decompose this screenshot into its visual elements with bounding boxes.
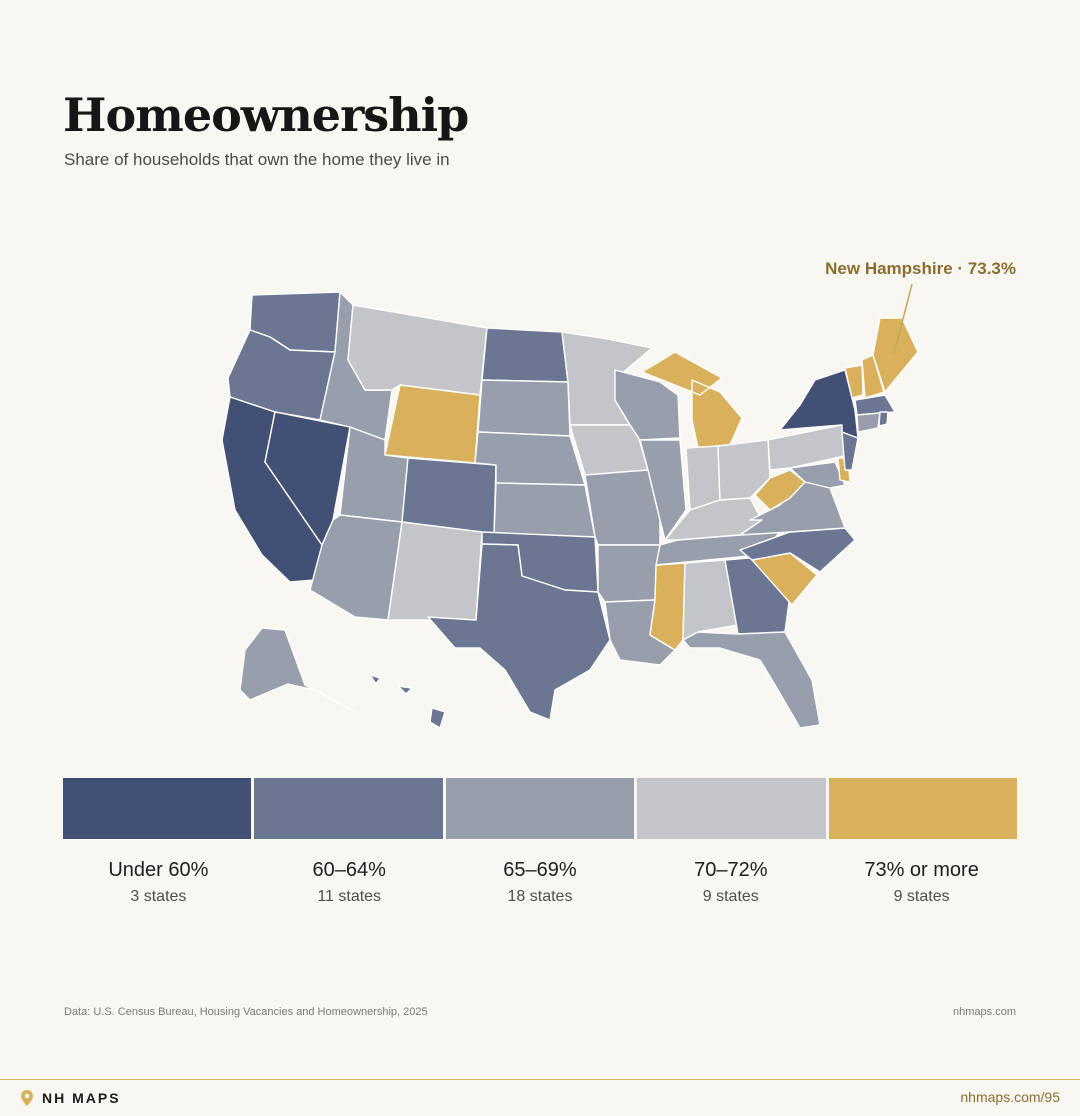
legend-range: Under 60% <box>108 859 209 881</box>
state-NH[interactable] <box>861 354 885 399</box>
state-MS[interactable] <box>649 562 686 651</box>
page-subtitle: Share of households that own the home th… <box>64 150 450 169</box>
state-HI[interactable] <box>369 674 446 729</box>
legend-range: 70–72% <box>694 859 768 881</box>
footer-url[interactable]: nhmaps.com/95 <box>960 1089 1060 1105</box>
legend-item-under-60: Under 60% 3 states <box>63 859 254 906</box>
state-ME[interactable] <box>872 317 919 393</box>
legend-count: 9 states <box>893 888 950 905</box>
state-NM[interactable] <box>387 521 483 621</box>
state-WI[interactable] <box>614 369 681 441</box>
legend-count: 9 states <box>702 888 759 905</box>
state-CT[interactable] <box>856 412 881 433</box>
state-SD[interactable] <box>477 379 571 437</box>
callout-leader <box>893 283 913 355</box>
state-AR[interactable] <box>597 544 661 603</box>
legend-count: 11 states <box>317 888 382 905</box>
legend-item-65-69: 65–69% 18 states <box>445 859 636 906</box>
state-NY[interactable] <box>779 369 859 439</box>
state-IN[interactable] <box>685 445 721 511</box>
state-AK[interactable] <box>239 627 356 713</box>
state-MT[interactable] <box>347 304 488 396</box>
brand-name: NH MAPS <box>42 1090 121 1106</box>
state-AL[interactable] <box>682 559 739 641</box>
state-ND[interactable] <box>481 327 569 383</box>
legend-swatch-60-64 <box>254 778 443 839</box>
map-callout-new-hampshire: New Hampshire · 73.3% <box>825 259 1016 278</box>
state-WY[interactable] <box>384 384 481 464</box>
map-pin-icon <box>21 1090 33 1106</box>
state-OH[interactable] <box>717 439 771 501</box>
state-MA[interactable] <box>854 394 896 416</box>
legend-range: 73% or more <box>864 859 979 881</box>
state-MD[interactable] <box>789 461 846 489</box>
legend-labels: Under 60% 3 states 60–64% 11 states 65–6… <box>63 859 1017 906</box>
legend-range: 65–69% <box>503 859 577 881</box>
state-RI[interactable] <box>878 411 889 427</box>
map-legend: Under 60% 3 states 60–64% 11 states 65–6… <box>63 778 1018 906</box>
legend-swatch-70-72 <box>637 778 826 839</box>
us-map <box>0 240 1080 760</box>
legend-item-73-plus: 73% or more 9 states <box>826 859 1017 906</box>
legend-range: 60–64% <box>312 859 386 881</box>
footer: NH MAPS nhmaps.com/95 <box>0 1079 1080 1116</box>
state-FL[interactable] <box>682 631 821 729</box>
legend-item-70-72: 70–72% 9 states <box>635 859 826 906</box>
legend-count: 3 states <box>130 888 187 905</box>
state-VT[interactable] <box>844 364 864 399</box>
state-KS[interactable] <box>493 482 596 538</box>
data-source: Data: U.S. Census Bureau, Housing Vacanc… <box>64 1006 428 1018</box>
legend-count: 18 states <box>507 888 573 905</box>
legend-swatches <box>63 778 1018 839</box>
legend-item-60-64: 60–64% 11 states <box>254 859 445 906</box>
legend-swatch-73-plus <box>828 778 1018 839</box>
site-link[interactable]: nhmaps.com <box>953 1006 1016 1018</box>
state-TX[interactable] <box>427 543 611 721</box>
brand[interactable]: NH MAPS <box>20 1089 121 1107</box>
legend-swatch-under-60 <box>63 778 252 839</box>
page-title: Homeownership <box>63 88 469 142</box>
legend-swatch-65-69 <box>445 778 635 839</box>
state-MO[interactable] <box>584 469 661 546</box>
state-PA[interactable] <box>767 424 849 471</box>
